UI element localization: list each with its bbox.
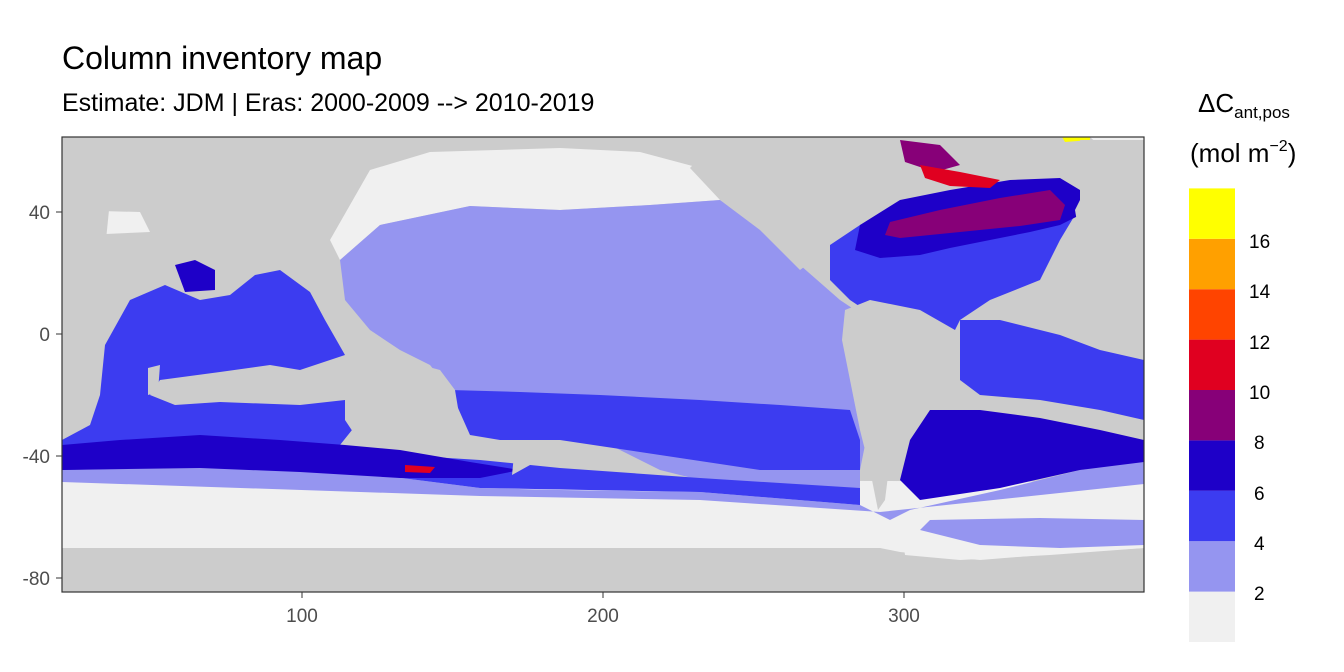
atlantic-south-subtropics — [960, 320, 1144, 420]
y-tick-label: -80 — [23, 569, 50, 590]
y-tick-label: 40 — [29, 203, 50, 224]
legend-label: 12 — [1249, 333, 1270, 354]
madagascar-land — [148, 365, 160, 395]
north-pacific-margin — [330, 148, 720, 260]
irminger-hotspot — [920, 165, 1000, 188]
labrador-high — [900, 140, 960, 172]
europe-land — [1075, 140, 1144, 250]
legend-color-swatch — [1189, 188, 1235, 239]
map-title: Column inventory map — [62, 40, 383, 76]
legend-colorbar — [1189, 188, 1235, 642]
legend-label: 6 — [1254, 484, 1265, 505]
africa-south-land — [1100, 270, 1144, 350]
legend-color-swatch — [1189, 289, 1235, 340]
map-panel — [62, 137, 1144, 592]
legend-color-swatch — [1189, 238, 1235, 290]
legend-color-swatch — [1189, 390, 1235, 441]
legend-color-swatch — [1189, 490, 1235, 542]
australia-land — [345, 362, 460, 435]
ocean-16-plus-zone — [1062, 137, 1090, 142]
legend-title: ΔCant,pos — [1198, 88, 1290, 122]
ocean-10-12-zone — [405, 165, 1000, 473]
southern-ocean-upper-band — [62, 460, 1144, 520]
arabian-sea-patch — [175, 260, 215, 292]
south-america-land — [842, 300, 955, 510]
y-tick-label: -40 — [23, 447, 50, 468]
antarctica-land — [62, 548, 1144, 592]
south-atlantic-edge — [920, 518, 1144, 548]
new-zealand-land — [512, 440, 530, 475]
southern-ocean-band — [62, 478, 1144, 560]
legend-title-main: ΔC — [1198, 88, 1234, 118]
nordic-hotspot — [1062, 137, 1090, 142]
legend-label: 4 — [1254, 534, 1265, 555]
y-axis: 40 0 -40 -80 — [23, 203, 62, 590]
ocean-8-10-zone — [885, 140, 1065, 238]
x-tick-label: 300 — [888, 606, 920, 627]
legend-unit-close: ) — [1288, 138, 1297, 168]
land-masses — [62, 137, 1144, 592]
legend-label: 2 — [1254, 584, 1265, 605]
legend: ΔCant,pos (mol m−2) 2 4 6 8 10 12 14 16 — [1189, 88, 1296, 642]
north-america-land — [690, 137, 890, 270]
south-atlantic-band — [900, 410, 1144, 500]
legend-color-swatch — [1189, 339, 1235, 390]
legend-title-sub: ant,pos — [1234, 103, 1290, 122]
legend-labels: 2 4 6 8 10 12 14 16 — [1249, 232, 1271, 605]
x-tick-label: 100 — [286, 606, 318, 627]
south-pacific-subtropical — [450, 390, 860, 470]
africa-land — [62, 137, 330, 305]
legend-color-swatch — [1189, 541, 1235, 592]
legend-label: 16 — [1249, 232, 1270, 253]
legend-label: 8 — [1254, 433, 1265, 454]
legend-label: 14 — [1249, 282, 1271, 303]
north-atlantic-high — [885, 190, 1065, 238]
legend-unit: (mol m−2) — [1190, 138, 1296, 168]
legend-unit-exp: −2 — [1269, 138, 1287, 155]
x-tick-label: 200 — [587, 606, 619, 627]
y-tick-label: 0 — [39, 325, 50, 346]
legend-color-swatch — [1189, 440, 1235, 491]
legend-label: 10 — [1249, 383, 1270, 404]
southern-hotspot — [405, 465, 435, 473]
x-axis: 100 200 300 — [286, 592, 920, 627]
legend-color-swatch — [1189, 591, 1235, 642]
indian-ocean — [62, 270, 360, 452]
map-subtitle: Estimate: JDM | Eras: 2000-2009 --> 2010… — [62, 89, 595, 117]
legend-unit-main: (mol m — [1190, 138, 1269, 168]
